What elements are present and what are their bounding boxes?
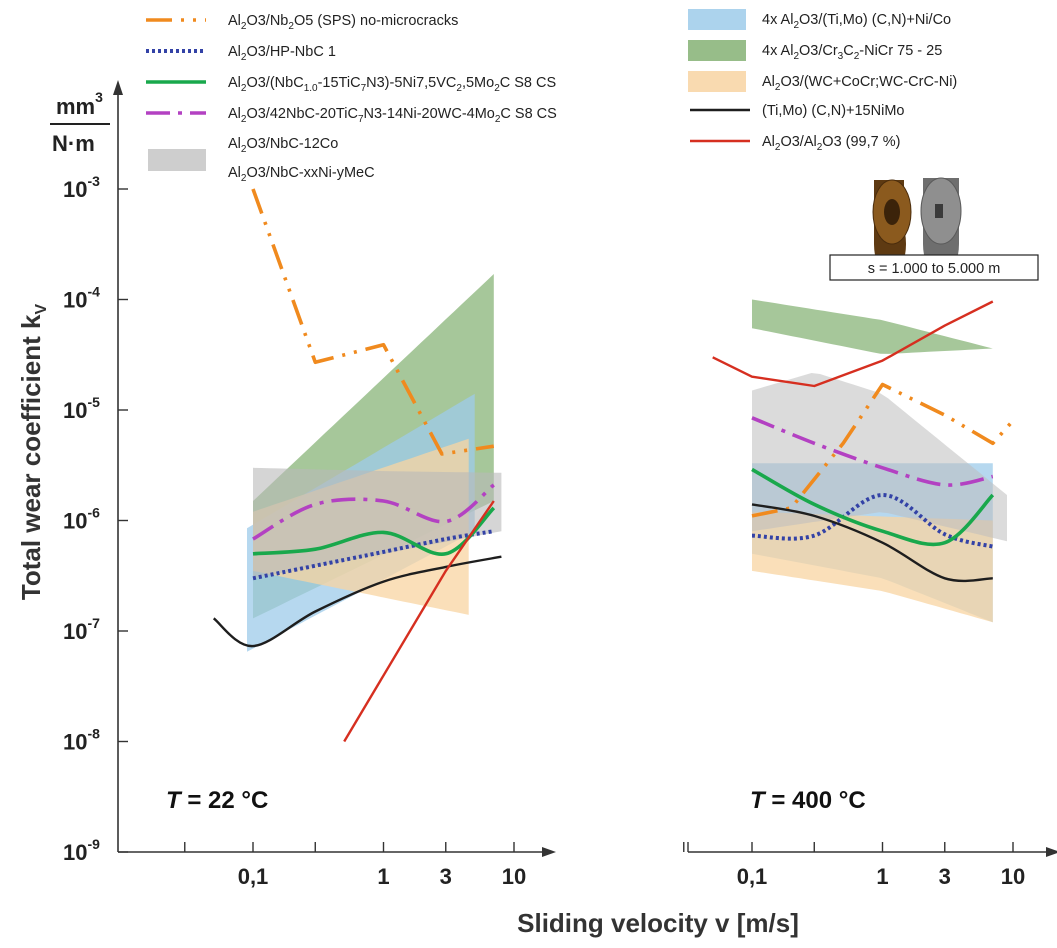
y-axis-arrow: [113, 80, 123, 95]
x-axis-label: Sliding velocity v [m/s]: [517, 908, 799, 938]
legend-swatch-wc: [688, 71, 746, 92]
legend-swatch-nbcco: [148, 149, 206, 171]
legend-label-nbcco: Al2O3/NbC-12Co: [228, 136, 338, 155]
legend-label-hpnbc: Al2O3/HP-NbC 1: [228, 44, 336, 63]
legend-label-timo: 4x Al2O3/(Ti,Mo) (C,N)+Ni/Co: [762, 12, 951, 31]
lines-layer: [212, 188, 1015, 743]
line-timoni-panel-2: [751, 503, 993, 583]
y-tick-label: 10-9: [63, 836, 100, 865]
x-tick-label-2: 3: [939, 864, 951, 889]
legend-label-alal: Al2O3/Al2O3 (99,7 %): [762, 134, 900, 153]
panel-title-1: T = 22 °C: [166, 787, 268, 814]
line-timoni-panel-1: [212, 555, 502, 648]
axes-layer: 0,1 1 3 10 T = 22 °C 0,1 1 3 10 T = 400 °C 10-9 10-…: [16, 80, 1057, 938]
line-nbc15-panel-2: [751, 467, 995, 547]
band-wc-panel-2: [752, 511, 993, 623]
y-unit-denominator: N·m: [52, 131, 95, 156]
legend: Al2O3/Nb2O5 (SPS) no-microcracks Al2O3/HP…: [146, 9, 957, 184]
x-tick-label-2: 0,1: [737, 864, 768, 889]
y-tick-label: 10-8: [63, 726, 100, 755]
x-tick-label-1: 0,1: [238, 864, 269, 889]
line-nbc42-panel-2: [751, 416, 994, 487]
legend-swatch-timo: [688, 9, 746, 30]
y-tick-label: 10-3: [63, 173, 100, 202]
x-tick-label-1: 10: [502, 864, 526, 889]
legend-label-wc: Al2O3/(WC+CoCr;WC-CrC-Ni): [762, 74, 957, 93]
x-tick-label-1: 1: [377, 864, 389, 889]
line-hpnbc-panel-2: [751, 492, 994, 549]
ring-hole: [884, 199, 900, 225]
x-tick-label-1: 3: [440, 864, 452, 889]
legend-label-nbc42: Al2O3/42NbC-20TiC7N3-14Ni-20WC-4Mo2C S8 …: [228, 106, 557, 125]
line-nb2o5-panel-1: [251, 188, 495, 456]
y-axis-label: Total wear coefficient kV: [16, 304, 50, 601]
line-nbc42-panel-1: [252, 483, 495, 541]
x-tick-label-2: 1: [876, 864, 888, 889]
inset-label-box: [829, 254, 1039, 281]
legend-label-timoni: (Ti,Mo) (C,N)+15NiMo: [762, 103, 904, 119]
disc-slot: [935, 204, 943, 218]
specimen-inset: s = 1.000 to 5.000 m: [829, 177, 1039, 281]
line-alal-panel-2: [712, 300, 994, 388]
legend-label-cr3c2: 4x Al2O3/Cr3C2-NiCr 75 - 25: [762, 43, 942, 62]
line-nb2o5-panel-2: [751, 382, 1015, 518]
panel-title-2: T = 400 °C: [750, 787, 866, 814]
x-tick-label-2: 10: [1001, 864, 1025, 889]
line-hpnbc-panel-1: [252, 529, 495, 581]
y-unit-numerator: mm3: [56, 89, 103, 119]
legend-label-nb2o5: Al2O3/Nb2O5 (SPS) no-microcracks: [228, 13, 458, 32]
y-tick-label: 10-4: [63, 284, 100, 313]
legend-swatch-cr3c2: [688, 40, 746, 61]
bands-layer: [247, 274, 1007, 652]
y-tick-label: 10-7: [63, 615, 100, 644]
legend-label-nbc15: Al2O3/(NbC1.0-15TiC7N3)-5Ni7,5VC2,5Mo2C …: [228, 75, 556, 94]
line-alal-panel-1: [343, 500, 495, 743]
band-nbcxx-panel-2: [752, 373, 1007, 542]
band-cr3c2-panel-2: [752, 299, 993, 354]
x-axis-arrow-1: [542, 847, 556, 857]
legend-label-nbcxx: Al2O3/NbC-xxNi-yMeC: [228, 165, 375, 184]
inset-label: s = 1.000 to 5.000 m: [868, 261, 1001, 277]
line-nbc15-panel-1: [252, 506, 496, 556]
y-tick-label: 10-6: [63, 505, 100, 534]
y-tick-label: 10-5: [63, 394, 100, 423]
x-axis-arrow-2: [1046, 847, 1057, 857]
